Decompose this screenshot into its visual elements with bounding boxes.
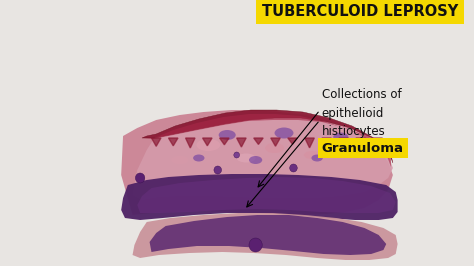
Polygon shape <box>185 138 195 148</box>
Ellipse shape <box>304 151 321 159</box>
Polygon shape <box>305 138 314 148</box>
Polygon shape <box>373 138 383 143</box>
Polygon shape <box>169 138 178 146</box>
Ellipse shape <box>367 146 381 154</box>
Ellipse shape <box>311 155 323 161</box>
Ellipse shape <box>193 155 204 161</box>
Ellipse shape <box>237 153 255 163</box>
Polygon shape <box>121 174 398 220</box>
Polygon shape <box>254 138 263 144</box>
Circle shape <box>249 238 262 252</box>
Polygon shape <box>152 138 161 146</box>
Polygon shape <box>288 138 297 144</box>
Circle shape <box>214 166 221 174</box>
Polygon shape <box>142 110 393 163</box>
Polygon shape <box>202 138 212 146</box>
Ellipse shape <box>274 127 293 139</box>
Text: histiocytes: histiocytes <box>322 124 386 138</box>
Text: epithelioid: epithelioid <box>322 106 384 119</box>
Polygon shape <box>150 215 386 255</box>
Circle shape <box>290 164 297 172</box>
Text: Granuloma: Granuloma <box>322 142 404 155</box>
Text: TUBERCULOID LEPROSY: TUBERCULOID LEPROSY <box>262 3 458 19</box>
Polygon shape <box>133 213 398 260</box>
Ellipse shape <box>365 152 374 158</box>
Ellipse shape <box>321 138 342 148</box>
Ellipse shape <box>219 130 236 140</box>
Circle shape <box>136 173 145 183</box>
Polygon shape <box>356 138 365 147</box>
Polygon shape <box>237 138 246 147</box>
Polygon shape <box>271 138 280 146</box>
Text: Collections of: Collections of <box>322 89 401 102</box>
Circle shape <box>234 152 239 158</box>
Polygon shape <box>144 114 391 167</box>
Polygon shape <box>339 138 348 148</box>
Ellipse shape <box>265 143 284 153</box>
Ellipse shape <box>196 139 220 151</box>
Ellipse shape <box>249 156 262 164</box>
Ellipse shape <box>171 156 188 164</box>
Polygon shape <box>137 177 396 213</box>
Polygon shape <box>121 110 393 215</box>
Ellipse shape <box>333 132 348 142</box>
Polygon shape <box>219 138 229 145</box>
Polygon shape <box>322 138 331 143</box>
Polygon shape <box>133 113 393 200</box>
